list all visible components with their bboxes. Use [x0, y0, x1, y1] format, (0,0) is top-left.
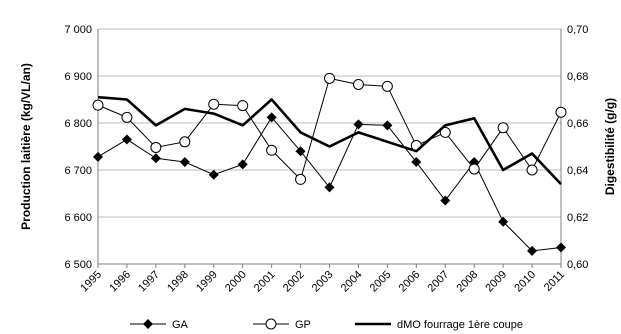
legend: GA GP dMO fourrage 1ère coupe [130, 318, 523, 331]
legend-marker-gp [265, 318, 277, 330]
series-line-dmo-fourrage-1-re-coupe [97, 95, 562, 185]
y-axis-right-title: Digestibilité (g/g) [603, 98, 617, 195]
series-dmo-fourrage-1-re-coupe [97, 95, 562, 185]
point-gp-2008 [468, 163, 480, 175]
point-gp-2007 [439, 126, 451, 138]
y-right-tick-label-5: 0,70 [567, 24, 588, 36]
point-gp-2009 [497, 122, 509, 134]
point-gp-2010 [526, 164, 538, 176]
y-right-tick-label-4: 0,68 [567, 71, 588, 83]
y-right-tick-label-2: 0,64 [567, 165, 588, 177]
point-ga-2010 [527, 245, 538, 256]
legend-label-dmo-fourrage-1-re-coupe: dMO fourrage 1ère coupe [397, 319, 523, 331]
y-right-tick-label-3: 0,66 [567, 118, 588, 130]
y-left-tick-label-3: 6 800 [64, 118, 92, 130]
point-ga-2003 [324, 182, 335, 193]
legend-label-gp: GP [295, 319, 311, 331]
y-left-tick-label-4: 6 900 [64, 71, 92, 83]
legend-item-gp: GP [253, 318, 311, 331]
point-ga-1995 [93, 151, 103, 162]
point-gp-2000 [237, 100, 249, 112]
point-gp-1995 [92, 99, 104, 111]
point-ga-2011 [556, 242, 566, 253]
point-ga-1996 [121, 134, 132, 145]
axes [97, 29, 562, 268]
point-ga-1998 [179, 157, 190, 168]
legend-item-ga: GA [130, 319, 189, 331]
legend-item-dmo-fourrage-1-re-coupe: dMO fourrage 1ère coupe [355, 319, 523, 331]
point-ga-1997 [150, 153, 161, 164]
point-ga-1999 [208, 169, 219, 180]
point-ga-2006 [411, 157, 422, 168]
point-ga-2004 [353, 119, 364, 130]
point-gp-2003 [324, 72, 335, 84]
y-left-tick-label-2: 6 700 [64, 165, 92, 177]
y-left-tick-label-0: 6 500 [64, 259, 92, 271]
point-gp-2005 [381, 80, 393, 92]
legend-label-ga: GA [172, 319, 189, 331]
point-gp-1998 [179, 136, 191, 148]
y-left-tick-label-5: 7 000 [64, 24, 92, 36]
point-ga-2009 [498, 216, 509, 227]
series-gp [92, 72, 567, 185]
point-gp-1996 [121, 111, 133, 123]
point-ga-2000 [237, 159, 248, 170]
point-gp-1997 [150, 141, 162, 153]
point-gp-2011 [555, 106, 567, 118]
point-gp-1999 [208, 98, 220, 110]
point-ga-2001 [266, 112, 277, 123]
legend-marker-ga [143, 319, 153, 329]
point-gp-2004 [352, 78, 364, 90]
y-right-tick-label-0: 0,60 [567, 259, 588, 271]
point-ga-2005 [382, 120, 393, 131]
y-axis-left-title: Production laitière (kg/VL/an) [19, 63, 33, 230]
point-ga-2007 [440, 195, 451, 206]
point-ga-2002 [295, 146, 306, 157]
point-gp-2001 [266, 144, 278, 156]
series-layer [92, 72, 567, 256]
series-ga [93, 112, 566, 256]
y-right-tick-label-1: 0,62 [567, 212, 588, 224]
y-left-tick-label-1: 6 600 [64, 212, 92, 224]
point-gp-2002 [295, 173, 307, 185]
